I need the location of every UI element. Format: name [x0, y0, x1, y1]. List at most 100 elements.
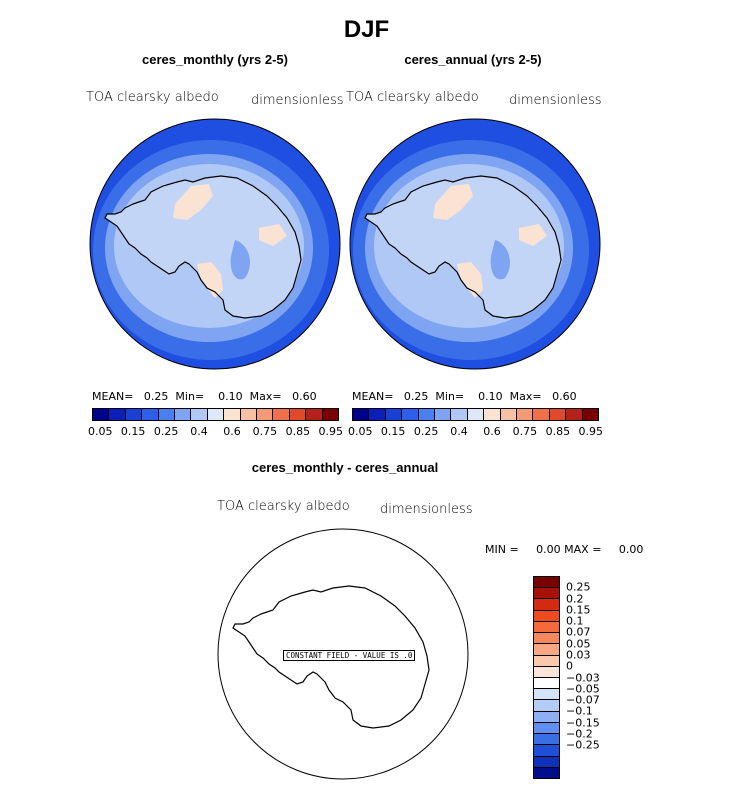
colorbar-swatch [240, 409, 258, 420]
diff-colorbar-swatch [534, 689, 559, 701]
panel1-colorbar-ticks: 0.05 0.15 0.25 0.4 0.6 0.75 0.85 0.95 [88, 425, 343, 439]
diff-stats: MIN = 0.00 MAX = 0.00 [485, 543, 644, 556]
panel1-polar-map [89, 118, 341, 370]
colorbar-swatch [158, 409, 176, 420]
figure-title: DJF [343, 16, 390, 43]
colorbar-swatch [385, 409, 403, 420]
diff-units: dimensionless [380, 502, 473, 517]
panel2-stats: MEAN= 0.25 Min= 0.10 Max= 0.60 [352, 390, 577, 403]
diff-colorbar-tick-label: −0.1 [566, 704, 593, 718]
diff-colorbar-swatch [534, 599, 559, 611]
colorbar-swatch [142, 409, 159, 420]
colorbar-swatch [175, 409, 192, 420]
diff-colorbar [533, 576, 560, 779]
colorbar-swatch [191, 409, 208, 420]
diff-colorbar-tick-label: −0.2 [566, 727, 593, 741]
colorbar-swatch [467, 409, 485, 420]
colorbar-swatch [109, 409, 126, 420]
diff-colorbar-tick-label: 0.07 [566, 625, 591, 639]
colorbar-swatch [273, 409, 290, 420]
diff-colorbar-tick-label: 0 [566, 659, 573, 673]
diff-colorbar-swatch [534, 666, 559, 678]
constant-field-label: CONSTANT FIELD - VALUE IS .0 [283, 650, 416, 661]
diff-colorbar-swatch [534, 677, 559, 690]
diff-colorbar-swatch [534, 633, 559, 645]
diff-colorbar-swatch [534, 711, 559, 723]
diff-colorbar-swatch [534, 588, 559, 600]
colorbar-swatch [306, 409, 323, 420]
high-albedo-region-west [173, 184, 213, 220]
panel2-colorbar-ticks: 0.05 0.15 0.25 0.4 0.6 0.75 0.85 0.95 [348, 425, 603, 439]
colorbar-tick-label: 0.95 [318, 425, 344, 438]
colorbar-swatch [125, 409, 143, 420]
colorbar-tick-label: 0.25 [153, 425, 179, 438]
panel2-title: ceres_annual (yrs 2-5) [404, 52, 542, 67]
colorbar-swatch [451, 409, 468, 420]
diff-colorbar-swatch [534, 655, 559, 667]
panel2-field-label: TOA clearsky albedo [346, 90, 479, 105]
diff-colorbar-tick-label: 0.1 [566, 614, 584, 628]
colorbar-tick-label: 0.95 [578, 425, 604, 438]
colorbar-swatch [369, 409, 386, 420]
panel1-stats: MEAN= 0.25 Min= 0.10 Max= 0.60 [92, 390, 317, 403]
colorbar-tick-label: 0.85 [285, 425, 311, 438]
colorbar-swatch [549, 409, 567, 420]
diff-colorbar-swatch [534, 700, 559, 712]
colorbar-swatch [484, 409, 501, 420]
high-albedo-region-east [519, 224, 547, 246]
colorbar-swatch [322, 409, 339, 420]
colorbar-swatch [402, 409, 419, 420]
colorbar-tick-label: 0.6 [483, 425, 501, 438]
colorbar-tick-label: 0.15 [120, 425, 146, 438]
colorbar-tick-label: 0.4 [450, 425, 468, 438]
panel1-units: dimensionless [251, 93, 344, 108]
diff-colorbar-tick-label: 0.2 [566, 592, 584, 606]
colorbar-swatch [435, 409, 452, 420]
high-albedo-region-ross [457, 262, 483, 298]
map-border [349, 118, 601, 370]
diff-title: ceres_monthly - ceres_annual [251, 460, 439, 475]
high-albedo-region-ross [197, 262, 223, 298]
colorbar-swatch [207, 409, 225, 420]
high-albedo-region-west [433, 184, 473, 220]
colorbar-swatch [533, 409, 550, 420]
colorbar-swatch [257, 409, 274, 420]
high-albedo-region-east [259, 224, 287, 246]
panel1-field-label: TOA clearsky albedo [86, 90, 219, 105]
diff-colorbar-swatch [534, 734, 559, 746]
diff-colorbar-swatch [534, 745, 559, 757]
diff-colorbar-tick-label: −0.25 [566, 738, 600, 752]
colorbar-tick-label: 0.85 [545, 425, 571, 438]
diff-colorbar-swatch [534, 577, 559, 589]
colorbar-swatch [582, 409, 599, 420]
colorbar-swatch [566, 409, 583, 420]
colorbar-swatch [93, 409, 110, 420]
colorbar-tick-label: 0.4 [190, 425, 208, 438]
diff-colorbar-tick-label: 0.25 [566, 580, 591, 594]
colorbar-swatch [418, 409, 436, 420]
low-albedo-patch [490, 240, 510, 280]
diff-colorbar-tick-label: 0.15 [566, 603, 591, 617]
diff-colorbar-swatch [534, 722, 559, 735]
colorbar-tick-label: 0.15 [380, 425, 406, 438]
diff-colorbar-swatch [534, 621, 559, 634]
diff-colorbar-tick-label: 0.05 [566, 637, 591, 651]
colorbar-tick-label: 0.25 [413, 425, 439, 438]
diff-colorbar-ticks: 0.25 0.2 0.15 0.1 0.07 0.05 0.03 0 −0.03 −0.05 −0.… [566, 576, 626, 779]
panel1-title: ceres_monthly (yrs 2-5) [142, 52, 288, 67]
diff-colorbar-tick-label: −0.15 [566, 716, 600, 730]
colorbar-swatch [500, 409, 518, 420]
diff-field-label: TOA clearsky albedo [217, 499, 350, 514]
colorbar-swatch [224, 409, 241, 420]
diff-colorbar-swatch [534, 610, 559, 622]
panel2-units: dimensionless [509, 93, 602, 108]
colorbar-swatch [353, 409, 370, 420]
map-border [89, 118, 341, 370]
panel1-colorbar [92, 408, 339, 421]
diff-colorbar-tick-label: −0.05 [566, 682, 600, 696]
colorbar-tick-label: 0.75 [252, 425, 278, 438]
colorbar-swatch [289, 409, 307, 420]
colorbar-tick-label: 0.05 [347, 425, 373, 438]
diff-colorbar-tick-label: 0.03 [566, 648, 591, 662]
colorbar-tick-label: 0.05 [87, 425, 113, 438]
